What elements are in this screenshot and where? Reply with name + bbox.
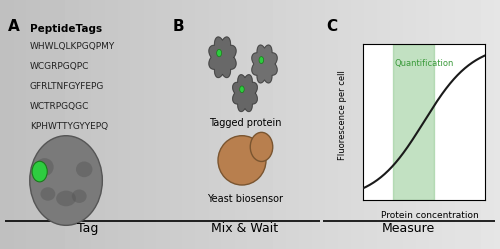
Ellipse shape: [36, 158, 54, 176]
Polygon shape: [209, 37, 236, 77]
Ellipse shape: [72, 189, 86, 203]
Ellipse shape: [40, 187, 56, 201]
Ellipse shape: [56, 191, 76, 206]
Text: PeptideTags: PeptideTags: [30, 24, 102, 34]
Ellipse shape: [250, 132, 273, 161]
Text: KPHWTTYGYYEPQ: KPHWTTYGYYEPQ: [30, 122, 108, 131]
Circle shape: [216, 49, 222, 57]
Text: B: B: [173, 19, 184, 34]
Circle shape: [240, 86, 244, 93]
Ellipse shape: [218, 136, 266, 185]
Circle shape: [32, 161, 47, 182]
Text: GFRLTNFGYFEPG: GFRLTNFGYFEPG: [30, 82, 104, 91]
Text: WCGRPGQPC: WCGRPGQPC: [30, 62, 89, 71]
Text: Mix & Wait: Mix & Wait: [212, 222, 278, 235]
Polygon shape: [252, 45, 277, 83]
Text: Tag: Tag: [77, 222, 98, 235]
Bar: [393, 44, 434, 200]
Text: Fluorescence per cell: Fluorescence per cell: [338, 71, 347, 160]
Text: Tagged protein: Tagged protein: [209, 118, 281, 128]
Circle shape: [259, 57, 264, 63]
Text: C: C: [326, 19, 337, 34]
Text: WCTRPGQGC: WCTRPGQGC: [30, 102, 89, 111]
Ellipse shape: [30, 136, 102, 225]
Text: Quantification: Quantification: [394, 59, 454, 68]
Text: Yeast biosensor: Yeast biosensor: [207, 194, 283, 204]
Text: A: A: [8, 19, 20, 34]
Polygon shape: [232, 75, 258, 112]
Ellipse shape: [76, 161, 92, 177]
Text: Protein concentration: Protein concentration: [380, 211, 478, 220]
Text: WHWLQLKPGQPMY: WHWLQLKPGQPMY: [30, 42, 115, 51]
Text: Measure: Measure: [382, 222, 436, 235]
